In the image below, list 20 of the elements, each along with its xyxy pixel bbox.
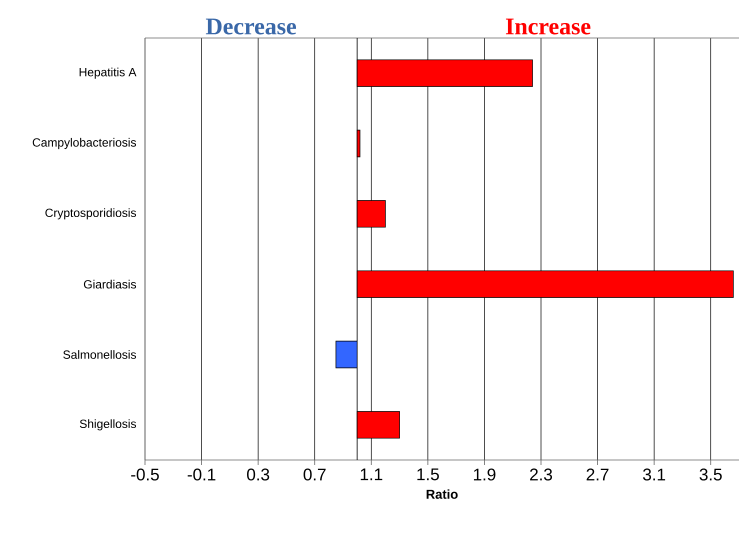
x-tick-label: 0.7	[304, 468, 326, 481]
y-tick-label: Shigellosis	[80, 419, 136, 430]
text: Increase	[506, 18, 590, 34]
x-tick-label: 1.1	[360, 468, 382, 480]
y-tick-label: Cryptosporidiosis	[45, 208, 136, 220]
x-tick-label: 3.1	[643, 468, 666, 481]
x-axis-title: Ratio	[426, 489, 458, 499]
x-tick-label: 1.5	[417, 468, 439, 480]
y-tick-label: Hepatitis A	[80, 68, 136, 79]
x-tick-label: 1.9	[474, 468, 496, 481]
y-tick-label: Salmonellosis	[63, 350, 136, 359]
x-tick-label: -0.1	[188, 468, 216, 481]
y-tick-label: Campylobacteriosis	[32, 138, 136, 150]
x-tick-label: 2.3	[530, 468, 552, 481]
x-tick-label: 2.7	[586, 468, 608, 480]
x-tick-label: 0.3	[247, 468, 270, 481]
y-tick-label: Giardiasis	[84, 280, 136, 289]
x-tick-label: 3.5	[700, 468, 722, 481]
x-tick-label: -0.5	[131, 468, 159, 481]
text: Decrease	[206, 18, 296, 34]
